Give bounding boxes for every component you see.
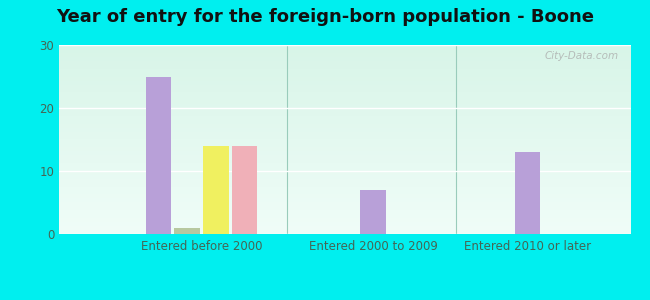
Bar: [231, 146, 257, 234]
Bar: [515, 152, 540, 234]
Bar: [203, 146, 229, 234]
Text: City-Data.com: City-Data.com: [545, 51, 619, 61]
Bar: [174, 228, 200, 234]
Bar: [146, 76, 172, 234]
Bar: [360, 190, 386, 234]
Text: Year of entry for the foreign-born population - Boone: Year of entry for the foreign-born popul…: [56, 8, 594, 26]
